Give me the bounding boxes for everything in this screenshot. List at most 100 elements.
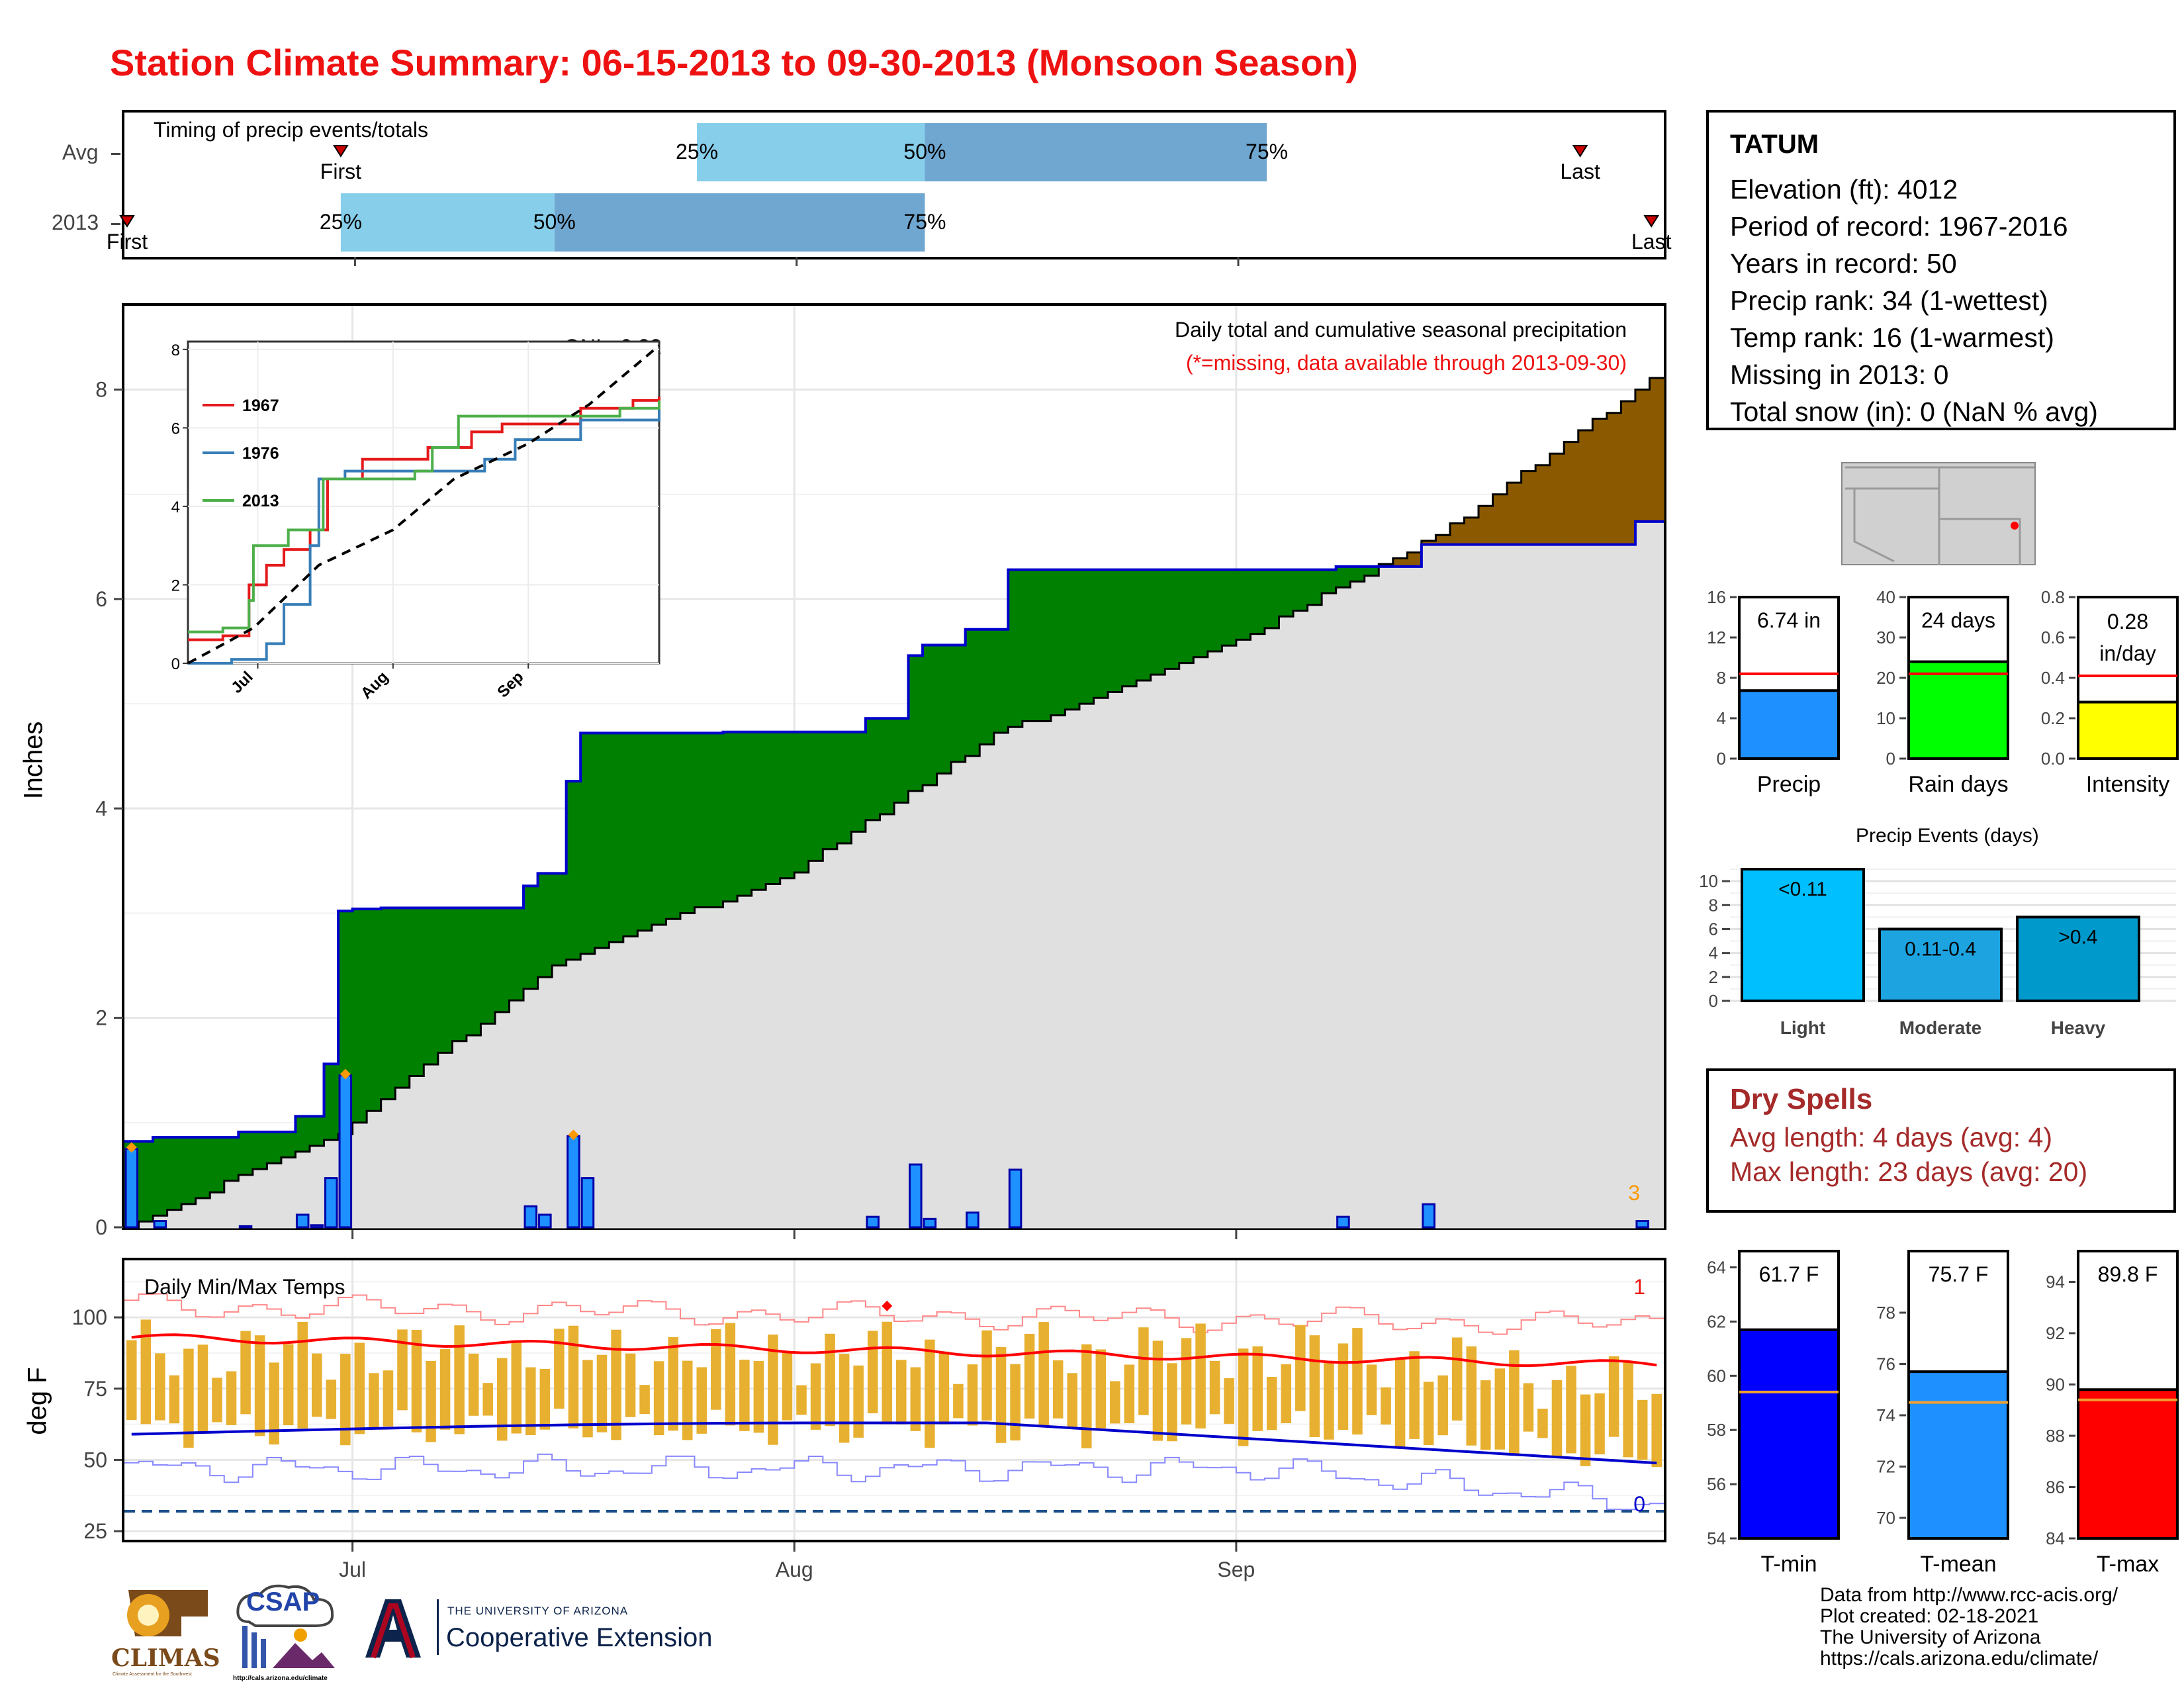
daily-temp-bar — [1281, 1364, 1292, 1423]
timing-row-avg-label: Avg — [62, 140, 99, 164]
surplus-fill — [923, 645, 938, 786]
surplus-fill — [153, 1137, 168, 1216]
daily-temp-bar — [1124, 1364, 1135, 1424]
summary-y-tick-label: 0 — [1886, 749, 1895, 769]
surplus-fill — [309, 1116, 325, 1146]
inset-x-tick-label: Sep — [494, 668, 527, 701]
summary-y-tick-label: 64 — [1707, 1258, 1726, 1278]
daily-temp-bar — [596, 1354, 608, 1432]
temp-panel-label: Daily Min/Max Temps — [144, 1275, 345, 1299]
daily-temp-bar — [1095, 1349, 1107, 1429]
summary-y-tick-label: 90 — [2046, 1375, 2065, 1395]
summary-y-tick-label: 56 — [1707, 1474, 1726, 1494]
events-y-tick-label: 2 — [1709, 967, 1718, 987]
summary-y-tick-label: 0.6 — [2041, 628, 2065, 647]
summary-y-tick-label: 88 — [2046, 1426, 2065, 1446]
temperature-summary-bars: 54 56 58 60 62 64 61.7 F T-min 70 72 74 76 78 75.7 F T… — [1707, 1250, 2179, 1577]
summary-y-tick-label: 0.2 — [2041, 708, 2065, 728]
surplus-fill — [1079, 569, 1095, 704]
daily-temp-bar — [1381, 1387, 1391, 1425]
station-snow: Total snow (in): 0 (NaN % avg) — [1730, 397, 2098, 427]
daily-temp-bar — [981, 1330, 992, 1421]
daily-temp-bar — [468, 1353, 479, 1416]
timing-marker-first — [119, 215, 135, 228]
surplus-fill — [1179, 569, 1194, 663]
daily-temp-bar — [825, 1333, 835, 1427]
daily-temp-bar — [297, 1321, 308, 1429]
daily-temp-bar — [1651, 1393, 1662, 1468]
event-category-label-Moderate: Moderate — [1899, 1017, 1981, 1038]
summary-y-tick-label: 20 — [1876, 668, 1895, 688]
daily-temp-bar — [1209, 1360, 1220, 1415]
surplus-fill — [823, 731, 838, 849]
surplus-fill — [1293, 569, 1308, 611]
surplus-fill — [367, 909, 382, 1111]
extreme-event-marker — [568, 1129, 579, 1141]
summary-category-label-Rain days: Rain days — [1908, 772, 2008, 797]
daily-temp-bar — [867, 1331, 878, 1414]
surplus-fill — [1093, 569, 1109, 698]
temp-chart — [124, 1260, 1664, 1540]
precip-y-tick-label: 2 — [95, 1006, 107, 1030]
daily-precip-bar — [866, 1215, 880, 1229]
surplus-fill — [295, 1116, 310, 1152]
daily-temp-bar — [369, 1373, 379, 1429]
station-missing: Missing in 2013: 0 — [1730, 359, 1949, 390]
daily-temp-bar — [126, 1340, 137, 1421]
timing-pct-label: 50% — [903, 140, 946, 164]
daily-precip-bar — [523, 1205, 538, 1229]
daily-temp-bar — [625, 1353, 636, 1417]
daily-precip-bar — [238, 1225, 253, 1229]
daily-temp-bar — [1266, 1377, 1277, 1430]
daily-temp-bar — [283, 1344, 294, 1426]
inset-y-tick-label: 8 — [171, 342, 180, 359]
record-max-line — [124, 1293, 1664, 1335]
event-bar-label-Moderate: 0.11-0.4 — [1905, 938, 1976, 960]
summary-y-tick-label: 30 — [1876, 628, 1895, 647]
daily-temp-bar — [1238, 1348, 1249, 1446]
daily-temp-bar — [1466, 1346, 1477, 1446]
daily-temp-bar — [269, 1362, 279, 1445]
daily-temp-bar — [853, 1365, 864, 1438]
deficit-fill — [1649, 377, 1664, 522]
timing-bar-early-Avg — [697, 123, 925, 181]
surplus-fill — [637, 733, 653, 931]
daily-temp-bar — [240, 1331, 251, 1415]
daily-temp-bar — [611, 1329, 621, 1440]
summary-y-tick-label: 62 — [1707, 1311, 1726, 1331]
deficit-fill — [1392, 558, 1408, 567]
daily-temp-bar — [1608, 1356, 1619, 1437]
daily-temp-bar — [1509, 1350, 1520, 1456]
precip-events-chart: 0 2 4 6 8 10 <0.11 Light 0.11-0.4 Moderate >0.4 Hea… — [1699, 863, 2176, 1038]
surplus-fill — [1279, 569, 1294, 617]
daily-temp-bar — [839, 1354, 850, 1443]
summary-y-tick-label: 12 — [1707, 628, 1726, 647]
daily-temp-bar — [482, 1383, 493, 1416]
timing-marker-first — [333, 145, 349, 158]
timing-chart: 25% 50% 75% First Last 25% 50% 75% First Last — [107, 123, 1672, 266]
daily-temp-bar — [668, 1336, 678, 1431]
surplus-fill — [766, 731, 781, 884]
precip-summary-bars: 0 4 8 12 16 6.74 in Precip 0 10 20 30 40 24 days Rain… — [1707, 587, 2179, 797]
timing-tick-2013 — [111, 223, 120, 225]
daily-temp-bar — [1309, 1335, 1320, 1437]
precip-panel: ONI: -0.32 Daily total and cumulative se… — [122, 303, 1666, 1230]
event-bar-label-Light: <0.11 — [1778, 878, 1827, 900]
surplus-fill — [523, 886, 539, 989]
daily-temp-bar — [1067, 1373, 1077, 1428]
daily-temp-bar — [326, 1380, 337, 1419]
daily-temp-bar — [1195, 1323, 1206, 1429]
surplus-fill — [751, 731, 766, 890]
event-bar-Moderate — [1878, 927, 2003, 1002]
events-y-tick-label: 4 — [1709, 943, 1718, 963]
precip-corner-count: 3 — [1628, 1181, 1640, 1205]
daily-temp-bar — [582, 1360, 593, 1438]
event-bar-label-Heavy: >0.4 — [2058, 926, 2097, 948]
surplus-fill — [267, 1132, 282, 1164]
summary-y-tick-label: 58 — [1707, 1420, 1726, 1440]
surplus-fill — [181, 1137, 197, 1204]
summary-y-tick-label: 84 — [2046, 1528, 2065, 1548]
events-y-tick-label: 10 — [1699, 871, 1718, 891]
temp-y-tick-label: 75 — [83, 1377, 107, 1401]
summary-y-tick-label: 0 — [1717, 749, 1726, 769]
